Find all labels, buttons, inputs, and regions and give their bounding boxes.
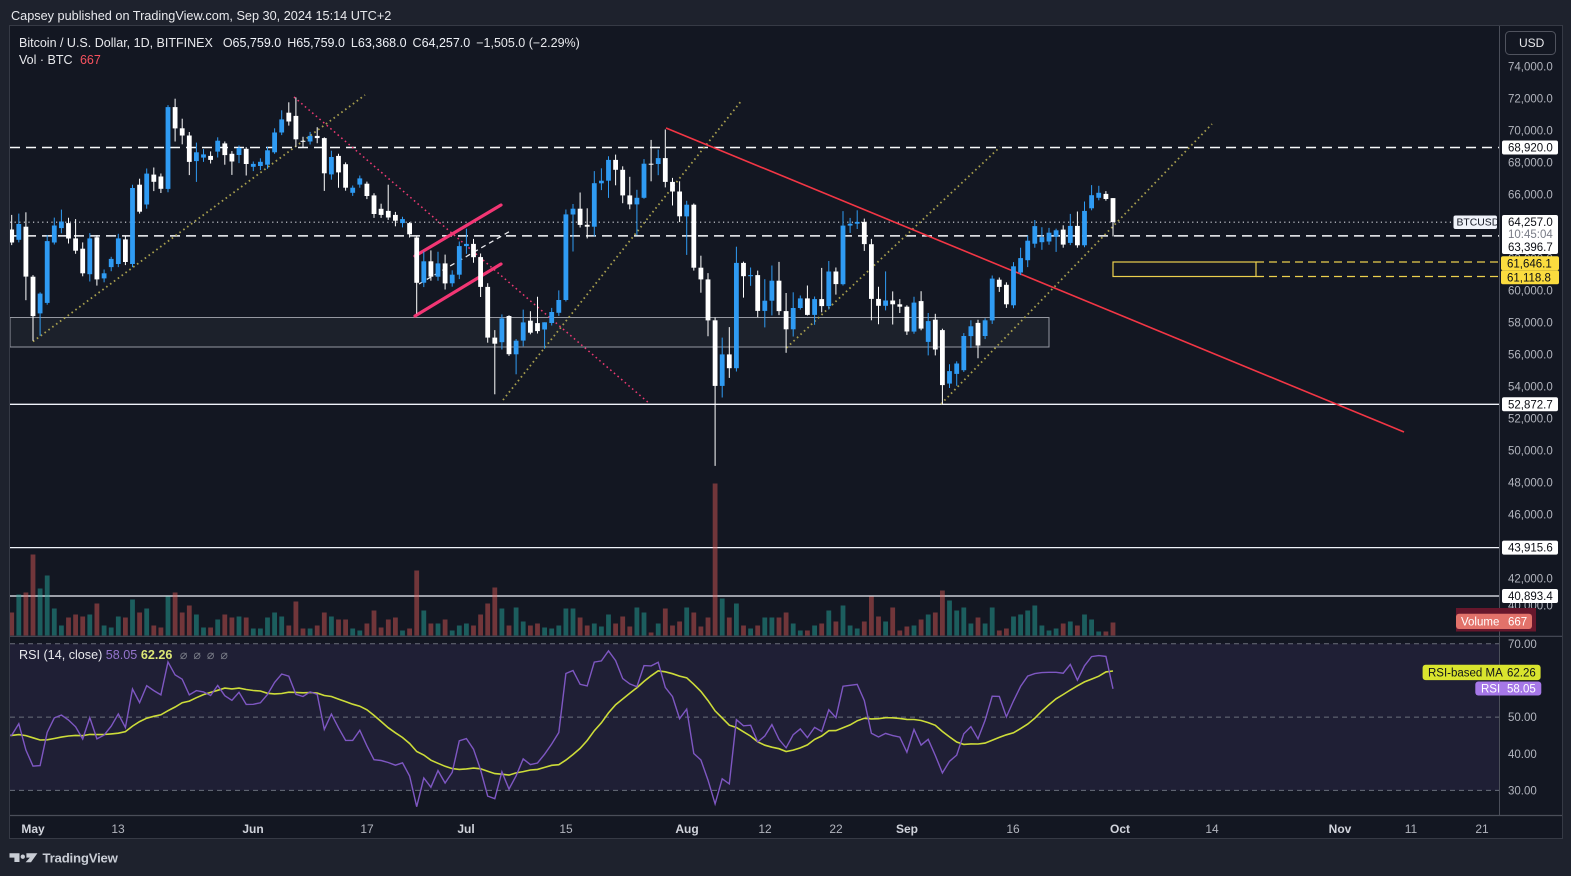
svg-text:15: 15 — [559, 822, 573, 836]
svg-text:62.26: 62.26 — [1507, 668, 1536, 680]
svg-text:BTCUSD: BTCUSD — [1457, 218, 1500, 229]
svg-text:RSI: RSI — [1481, 684, 1500, 696]
svg-text:10:45:04: 10:45:04 — [1508, 229, 1553, 241]
svg-text:Jun: Jun — [242, 822, 263, 836]
svg-text:TradingView: TradingView — [43, 851, 119, 866]
svg-text:61,118.8: 61,118.8 — [1507, 272, 1551, 284]
svg-text:61,646.1: 61,646.1 — [1507, 258, 1552, 270]
svg-text:58.05: 58.05 — [1507, 684, 1536, 696]
svg-text:30.00: 30.00 — [1508, 785, 1537, 797]
svg-text:16: 16 — [1006, 822, 1020, 836]
svg-text:667: 667 — [1508, 616, 1527, 628]
svg-text:USD: USD — [1519, 36, 1545, 50]
svg-text:17: 17 — [360, 822, 374, 836]
svg-text:Capsey published on TradingVie: Capsey published on TradingView.com, Sep… — [11, 9, 391, 23]
svg-text:Bitcoin / U.S. Dollar, 1D, BIT: Bitcoin / U.S. Dollar, 1D, BITFINEX O65,7… — [19, 36, 580, 50]
svg-text:48,000.0: 48,000.0 — [1508, 477, 1553, 489]
svg-text:40.00: 40.00 — [1508, 749, 1537, 761]
svg-text:13: 13 — [111, 822, 125, 836]
svg-text:Volume: Volume — [1461, 616, 1499, 628]
svg-text:58,000.0: 58,000.0 — [1508, 317, 1553, 329]
svg-text:63,396.7: 63,396.7 — [1508, 242, 1553, 254]
svg-text:52,872.7: 52,872.7 — [1508, 399, 1553, 411]
svg-text:68,920.0: 68,920.0 — [1508, 143, 1553, 155]
svg-text:50.00: 50.00 — [1508, 712, 1537, 724]
svg-text:22: 22 — [829, 822, 843, 836]
svg-text:54,000.0: 54,000.0 — [1508, 381, 1553, 393]
svg-text:43,915.6: 43,915.6 — [1508, 543, 1553, 555]
svg-text:70,000.0: 70,000.0 — [1508, 125, 1553, 137]
svg-text:Oct: Oct — [1110, 822, 1130, 836]
svg-text:52,000.0: 52,000.0 — [1508, 413, 1553, 425]
svg-text:11: 11 — [1405, 822, 1418, 836]
svg-text:RSI-based MA: RSI-based MA — [1428, 668, 1503, 680]
svg-text:May: May — [21, 822, 45, 836]
svg-text:Sep: Sep — [896, 822, 918, 836]
svg-text:12: 12 — [758, 822, 772, 836]
svg-text:60,000.0: 60,000.0 — [1508, 285, 1553, 297]
svg-text:70.00: 70.00 — [1508, 639, 1537, 651]
svg-text:Vol · BTC 667: Vol · BTC 667 — [19, 53, 101, 67]
svg-text:72,000.0: 72,000.0 — [1508, 93, 1553, 105]
svg-text:46,000.0: 46,000.0 — [1508, 509, 1553, 521]
svg-text:56,000.0: 56,000.0 — [1508, 349, 1553, 361]
svg-text:64,257.0: 64,257.0 — [1508, 217, 1553, 229]
svg-text:21: 21 — [1475, 822, 1489, 836]
svg-text:14: 14 — [1205, 822, 1219, 836]
svg-text:40,893.4: 40,893.4 — [1508, 591, 1553, 603]
svg-text:68,000.0: 68,000.0 — [1508, 157, 1553, 169]
svg-text:RSI (14, close) 58.05 62.26 ⌀⌀: RSI (14, close) 58.05 62.26 ⌀ ⌀ ⌀ ⌀ — [19, 648, 228, 662]
svg-text:Nov: Nov — [1329, 822, 1352, 836]
svg-text:Jul: Jul — [457, 822, 474, 836]
svg-text:66,000.0: 66,000.0 — [1508, 189, 1553, 201]
svg-text:Aug: Aug — [675, 822, 698, 836]
svg-text:74,000.0: 74,000.0 — [1508, 61, 1553, 73]
svg-text:42,000.0: 42,000.0 — [1508, 573, 1553, 585]
svg-text:50,000.0: 50,000.0 — [1508, 445, 1553, 457]
